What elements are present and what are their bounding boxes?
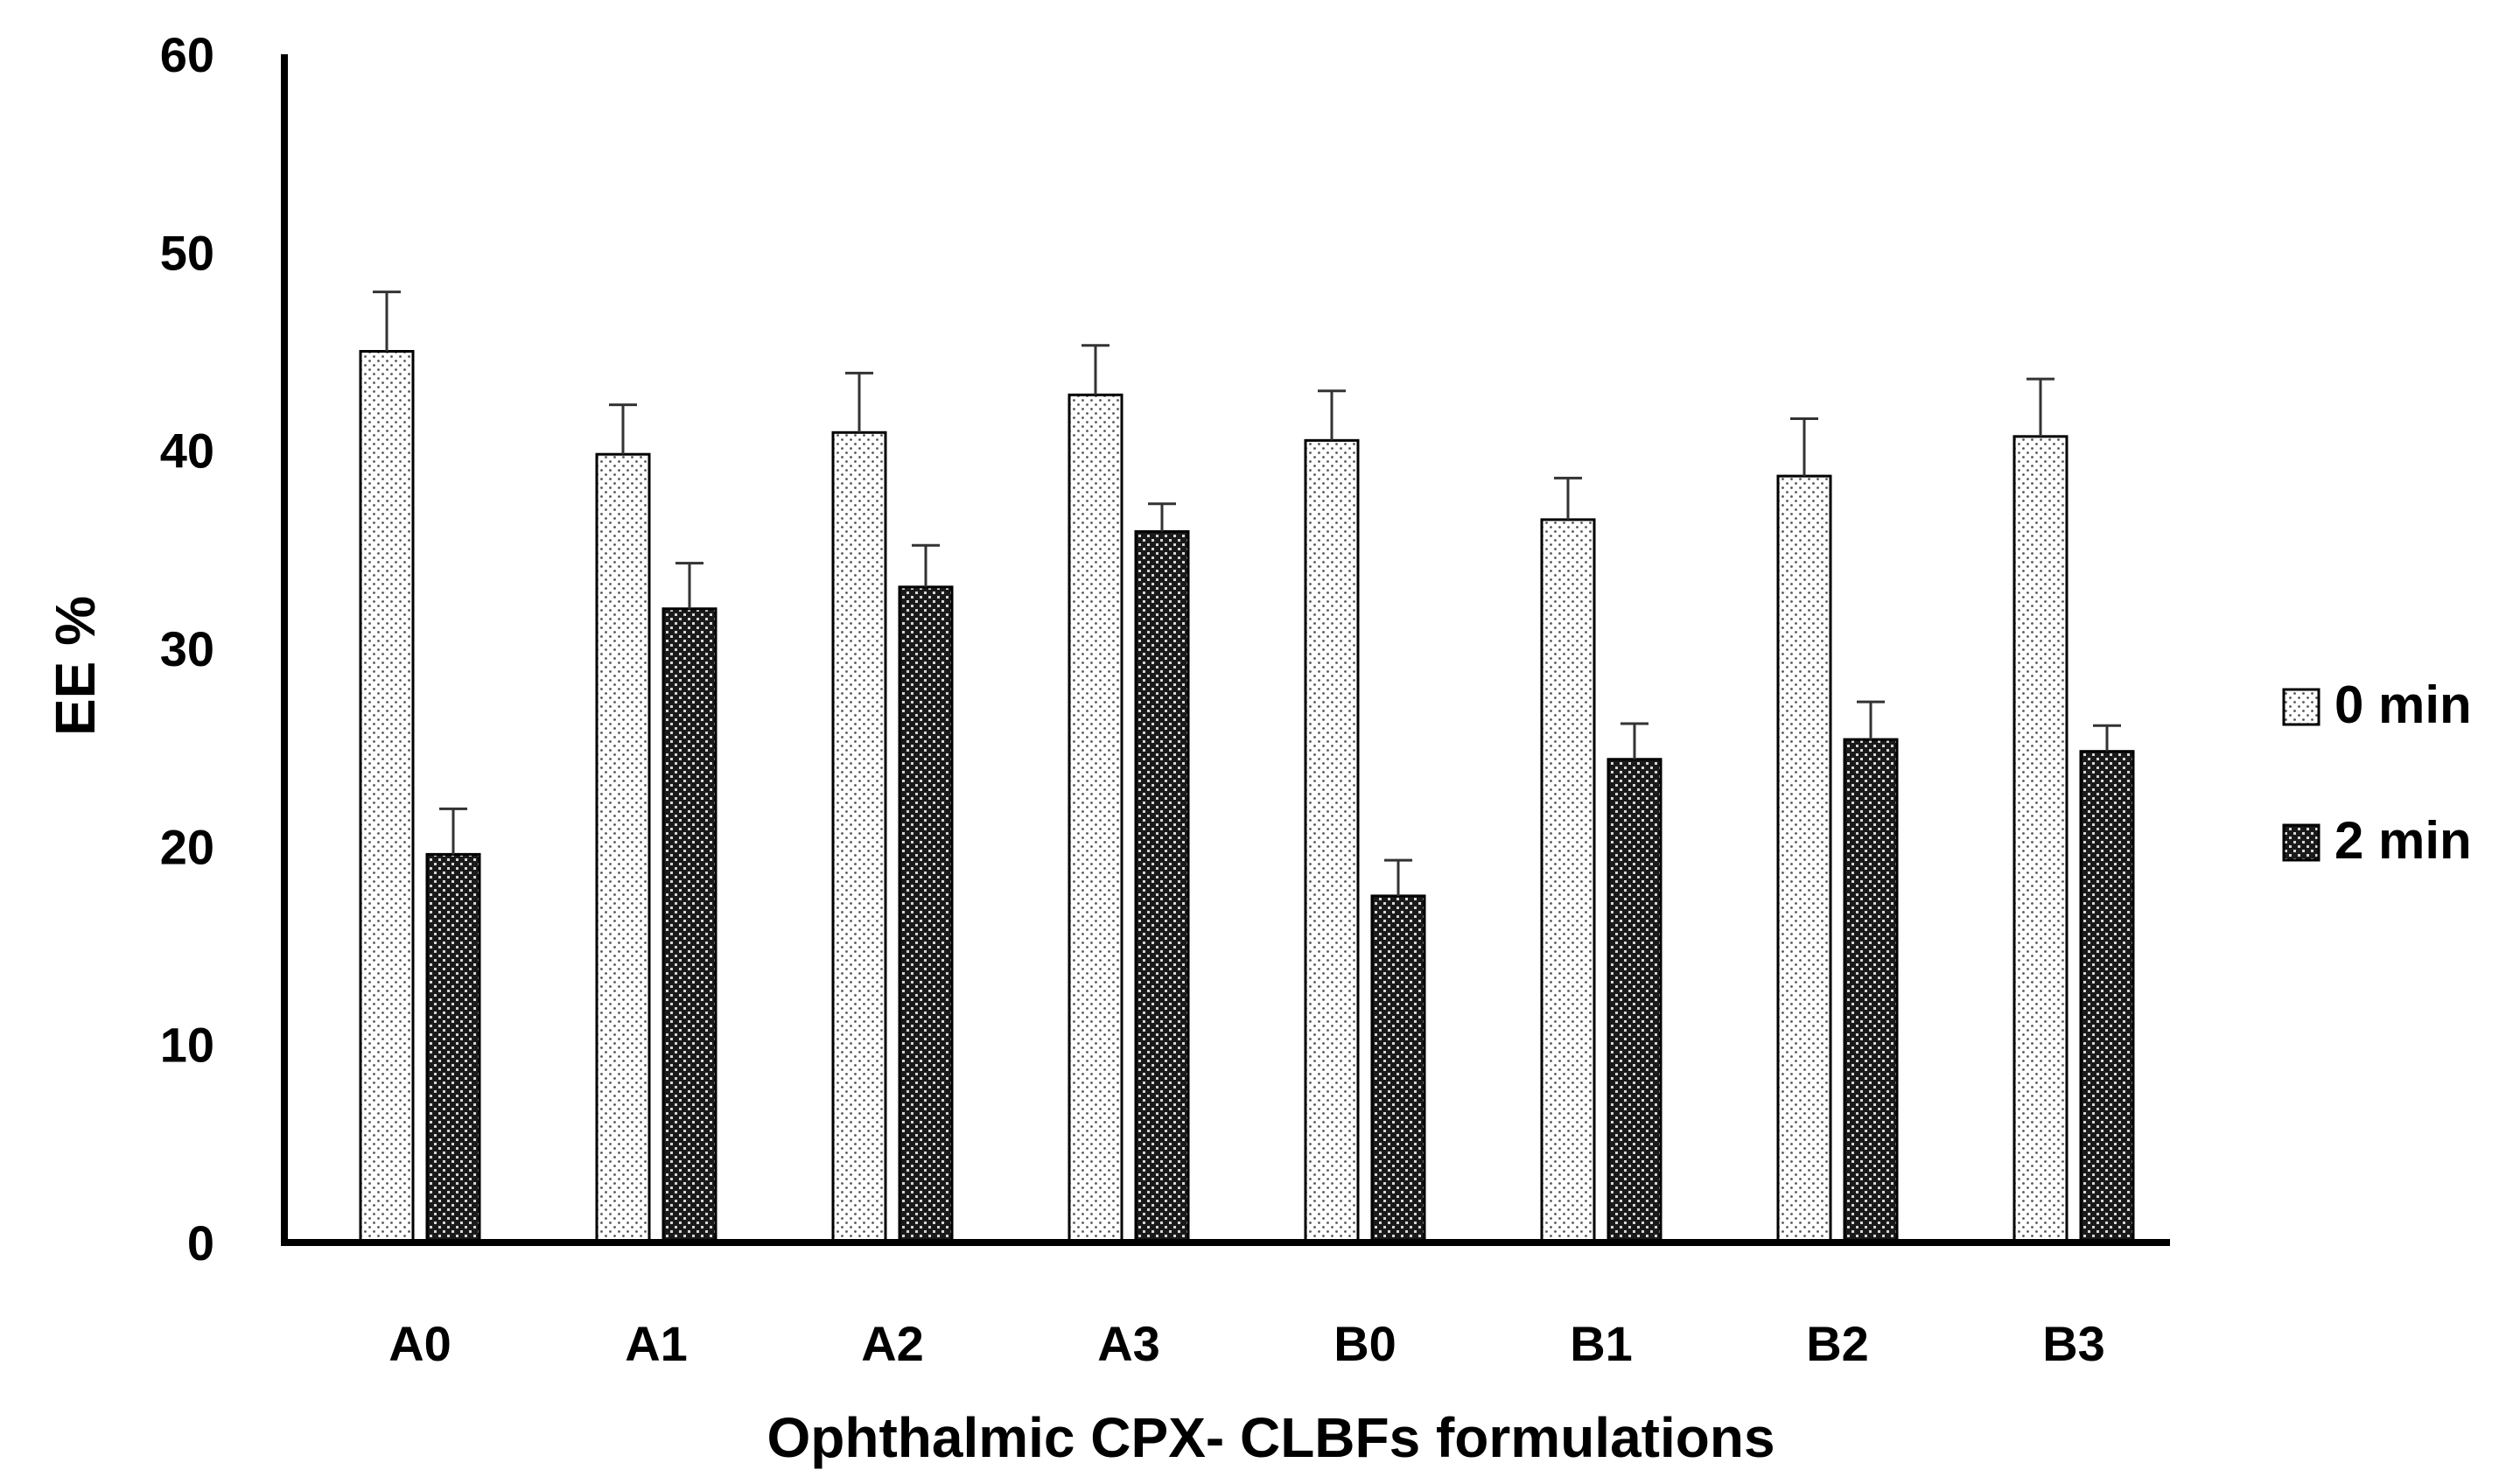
x-tick-label: B1 [1570,1316,1633,1371]
bar-0-min-A3 [1068,393,1124,1244]
legend-label: 2 min [2334,811,2472,870]
x-tick-label: B3 [2042,1316,2105,1371]
bar-2-min-B1 [1606,758,1662,1244]
y-tick-label: 50 [160,225,214,280]
bar-2-min-A2 [898,585,954,1244]
y-tick-label: 40 [160,424,214,479]
x-tick-label: A1 [625,1316,688,1371]
legend-label: 0 min [2334,676,2472,734]
bar-2-min-B3 [2079,750,2135,1244]
legend: 0 min 2 min [2282,676,2472,870]
bar-0-min-A0 [359,350,415,1244]
x-tick-label: A0 [388,1316,452,1371]
x-axis-title: Ophthalmic CPX- CLBFs formulations [766,1406,1774,1469]
error-bars-group [373,290,2121,896]
bar-0-min-B2 [1776,474,1832,1244]
y-tick-label: 30 [160,621,214,676]
y-tick-label: 20 [160,819,214,874]
bar-0-min-B1 [1540,518,1596,1244]
bars-group [359,350,2135,1244]
bar-2-min-A1 [662,607,718,1244]
x-tick-label: A3 [1097,1316,1160,1371]
bar-0-min-B3 [2012,435,2068,1244]
bar-0-min-A1 [595,452,651,1244]
bar-0-min-B0 [1304,438,1360,1244]
y-tick-label: 60 [160,27,214,82]
y-axis-ticks: 0 10 20 30 40 50 60 [160,27,214,1270]
legend-swatch-0-min [2282,688,2320,726]
y-tick-label: 0 [187,1215,214,1270]
x-tick-label: A2 [861,1316,924,1371]
x-tick-label: B2 [1806,1316,1869,1371]
bar-2-min-A0 [425,852,481,1244]
y-axis-title: EE % [44,596,107,736]
bar-0-min-A2 [831,430,887,1244]
x-axis-ticks: A0 A1 A2 A3 B0 B1 B2 B3 [388,1316,2105,1371]
legend-swatch-2-min [2282,823,2320,862]
bar-2-min-A3 [1134,529,1190,1244]
bar-2-min-B2 [1843,738,1899,1244]
bar-2-min-B0 [1370,894,1426,1244]
y-tick-label: 10 [160,1018,214,1073]
x-tick-label: B0 [1334,1316,1396,1371]
axes [281,54,2170,1246]
